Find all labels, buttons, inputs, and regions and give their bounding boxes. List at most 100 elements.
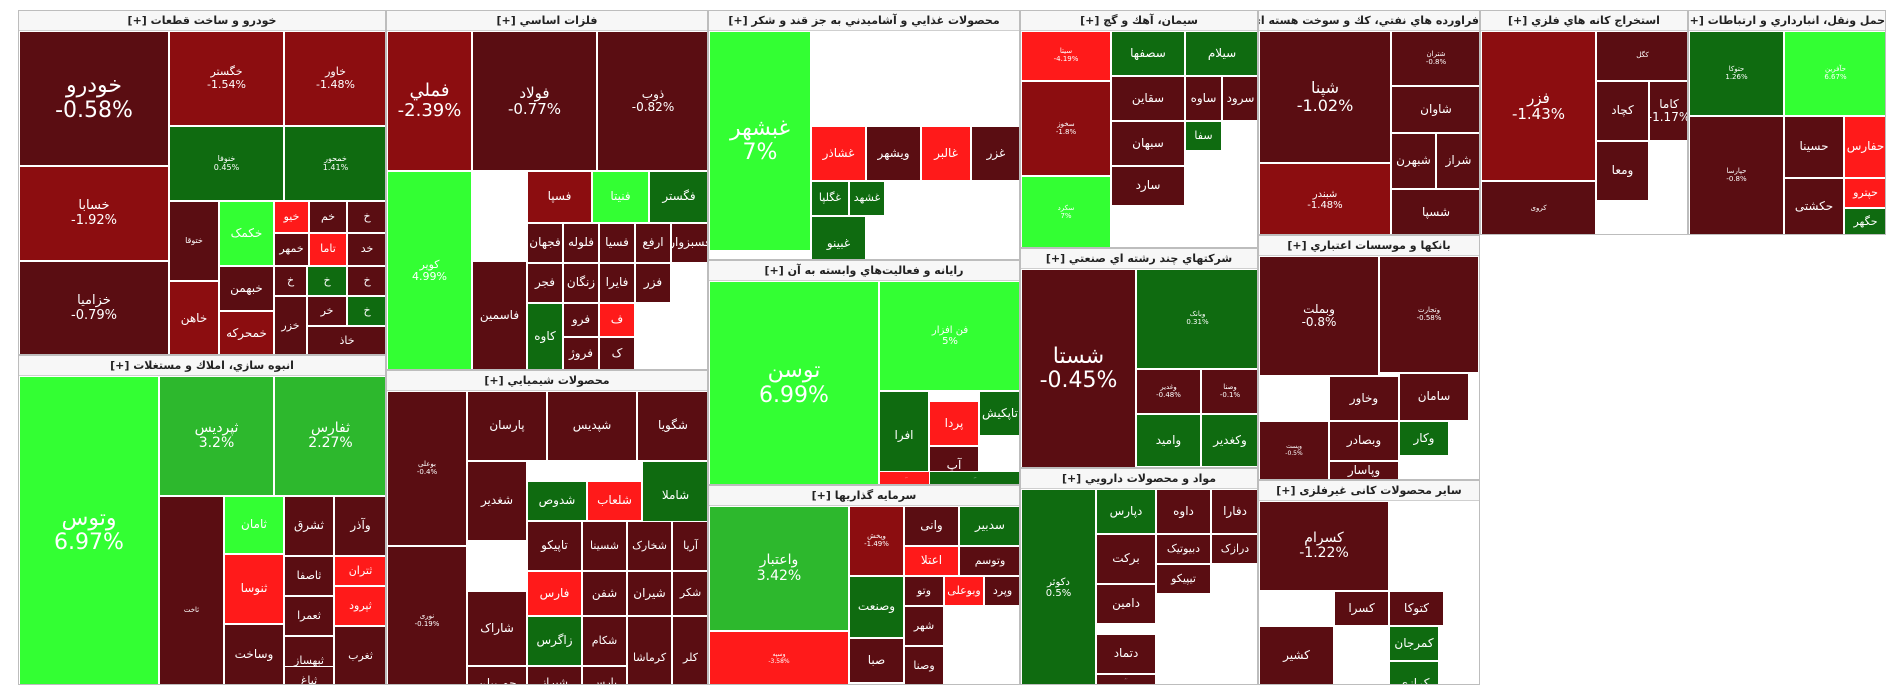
stock-tile[interactable]: حتوکا 1.26% [1689,31,1784,116]
stock-tile[interactable]: وتو [904,576,944,606]
stock-tile[interactable]: شبهرن [1391,133,1436,189]
stock-tile[interactable]: دامین [1096,584,1156,624]
sector-title[interactable]: رايانه و فعاليت‌هاي وابسته به آن [+] [709,261,1019,281]
stock-tile[interactable]: سپیدار [879,471,934,484]
stock-tile[interactable]: حپارسا -0.8% [1689,116,1784,234]
stock-tile[interactable]: کگل [1596,31,1687,81]
stock-tile[interactable]: خزامیا -0.79% [19,261,169,354]
stock-tile[interactable]: وسپه -3.58% [709,631,849,684]
stock-tile[interactable]: کاوه [527,303,563,369]
stock-tile[interactable]: تاپکیش [979,391,1019,436]
stock-tile[interactable]: درازک [1211,534,1257,564]
stock-tile[interactable]: شستا -0.45% [1021,269,1136,467]
stock-tile[interactable]: ذوب -0.82% [597,31,707,171]
stock-tile[interactable]: دکوثر 0.5% [1021,489,1096,684]
stock-tile[interactable]: ساوه [1185,76,1222,121]
stock-tile[interactable]: شیران [627,571,672,616]
stock-tile[interactable]: شهر [904,606,944,646]
stock-tile[interactable]: کسرا [1334,591,1389,626]
stock-tile[interactable]: خر [307,296,347,326]
stock-tile[interactable]: فسبزوار [671,223,707,263]
stock-tile[interactable]: نوری -0.19% [387,546,467,684]
stock-tile[interactable]: کلر [672,616,707,684]
stock-tile[interactable]: فایرا [599,263,635,303]
stock-tile[interactable]: کسرام -1.22% [1259,501,1389,591]
stock-tile[interactable]: خاور -1.48% [284,31,385,126]
stock-tile[interactable]: ثعمرا [284,596,334,636]
stock-tile[interactable]: فسیا [599,223,635,263]
stock-tile[interactable]: وانی [904,506,959,546]
stock-tile[interactable]: وپرد [984,576,1019,606]
stock-tile[interactable]: فملي -2.39% [387,31,472,171]
stock-tile[interactable]: ف [599,303,635,337]
stock-tile[interactable]: ک [599,337,635,369]
stock-tile[interactable]: غبینو [811,216,866,259]
sector-title[interactable]: سيمان، آهك و گچ [+] [1021,11,1257,31]
sector-title[interactable]: شركتهاي چند رشته اي صنعتي [+] [1021,249,1257,269]
stock-tile[interactable]: پردا [929,401,979,446]
stock-tile[interactable]: وبصادر [1329,421,1399,461]
sector-title[interactable]: استخراج كانه هاي فلزي [+] [1481,11,1687,31]
stock-tile[interactable]: شپنا -1.02% [1259,31,1391,163]
stock-tile[interactable]: کشیر [1259,626,1334,684]
stock-tile[interactable]: صبا [849,638,904,683]
stock-tile[interactable]: فزر [635,263,671,303]
stock-tile[interactable]: غشهد [849,181,885,216]
stock-tile[interactable]: خمحرکه [219,311,274,354]
stock-tile[interactable]: شسپا [1391,189,1479,234]
stock-tile[interactable]: کویر 4.99% [387,171,472,369]
stock-tile[interactable]: آریا [672,521,707,571]
stock-tile[interactable]: فگستر [649,171,707,223]
stock-tile[interactable]: وآذر [334,496,385,556]
stock-tile[interactable]: شاراک [467,591,527,666]
stock-tile[interactable]: سرود [1222,76,1257,121]
stock-tile[interactable]: داوه [1156,489,1211,534]
stock-tile[interactable]: وبانک 0.31% [1136,269,1257,369]
stock-tile[interactable]: خ [274,266,307,296]
stock-tile[interactable]: وخاور [1329,376,1399,421]
stock-tile[interactable]: شفن [582,571,627,616]
stock-tile[interactable]: وبملت -0.8% [1259,256,1379,376]
stock-tile[interactable]: شکر [672,571,707,616]
stock-tile[interactable]: دتماد [1096,634,1156,674]
stock-tile[interactable]: وکار [1399,421,1449,456]
stock-tile[interactable]: خ [347,296,385,326]
stock-tile[interactable]: دفارا [1211,489,1257,534]
stock-tile[interactable]: خمحور 1.41% [284,126,385,201]
stock-tile[interactable]: کتوکا [1389,591,1444,626]
stock-tile[interactable]: برکت [1096,534,1156,584]
stock-tile[interactable]: وبوعلی [944,576,984,606]
stock-tile[interactable]: فرو [563,303,599,337]
sector-title[interactable]: سایر محصولات کانی غیرفلزی [+] [1259,481,1479,501]
stock-tile[interactable]: سارد [1111,166,1185,206]
sector-title[interactable]: سرمايه گذاريها [+] [709,486,1019,506]
stock-tile[interactable]: کمرجان [1389,626,1439,661]
sector-title[interactable]: انبوه سازي، املاك و مستغلات [+] [19,356,385,376]
stock-tile[interactable]: دبیوتیک [1156,534,1211,564]
stock-tile[interactable]: حپترو [1844,178,1885,208]
stock-tile[interactable]: سیلام [1185,31,1257,76]
stock-tile[interactable]: ثپرود [334,586,385,626]
stock-tile[interactable]: خمهر [274,233,309,266]
stock-tile[interactable]: ومعا [1596,141,1649,201]
stock-tile[interactable]: خاذ [307,326,385,354]
stock-tile[interactable]: شغدیر [467,461,527,541]
stock-tile[interactable]: زاگرس [527,616,582,666]
stock-tile[interactable]: ثاصفا [284,556,334,596]
stock-tile[interactable]: سفا [1185,121,1222,151]
stock-tile[interactable]: خ [307,266,347,296]
stock-tile[interactable]: تاما [309,233,347,266]
stock-tile[interactable]: وصنا [904,646,944,684]
stock-tile[interactable]: کاما -1.17% [1649,81,1687,141]
stock-tile[interactable]: شاوان [1391,86,1479,133]
stock-tile[interactable]: جم پیلن [467,666,527,684]
stock-tile[interactable]: بوعلی -0.4% [387,391,467,546]
stock-tile[interactable]: شسینا [582,521,627,571]
stock-tile[interactable]: دپارس [1096,489,1156,534]
stock-tile[interactable]: وپاسار [1329,461,1399,479]
stock-tile[interactable]: شبندر -1.48% [1259,163,1391,234]
stock-tile[interactable]: خسابا -1.92% [19,166,169,261]
stock-tile[interactable]: شپدیس [547,391,637,461]
stock-tile[interactable]: خم [309,201,347,233]
stock-tile[interactable]: ثامان [224,496,284,554]
